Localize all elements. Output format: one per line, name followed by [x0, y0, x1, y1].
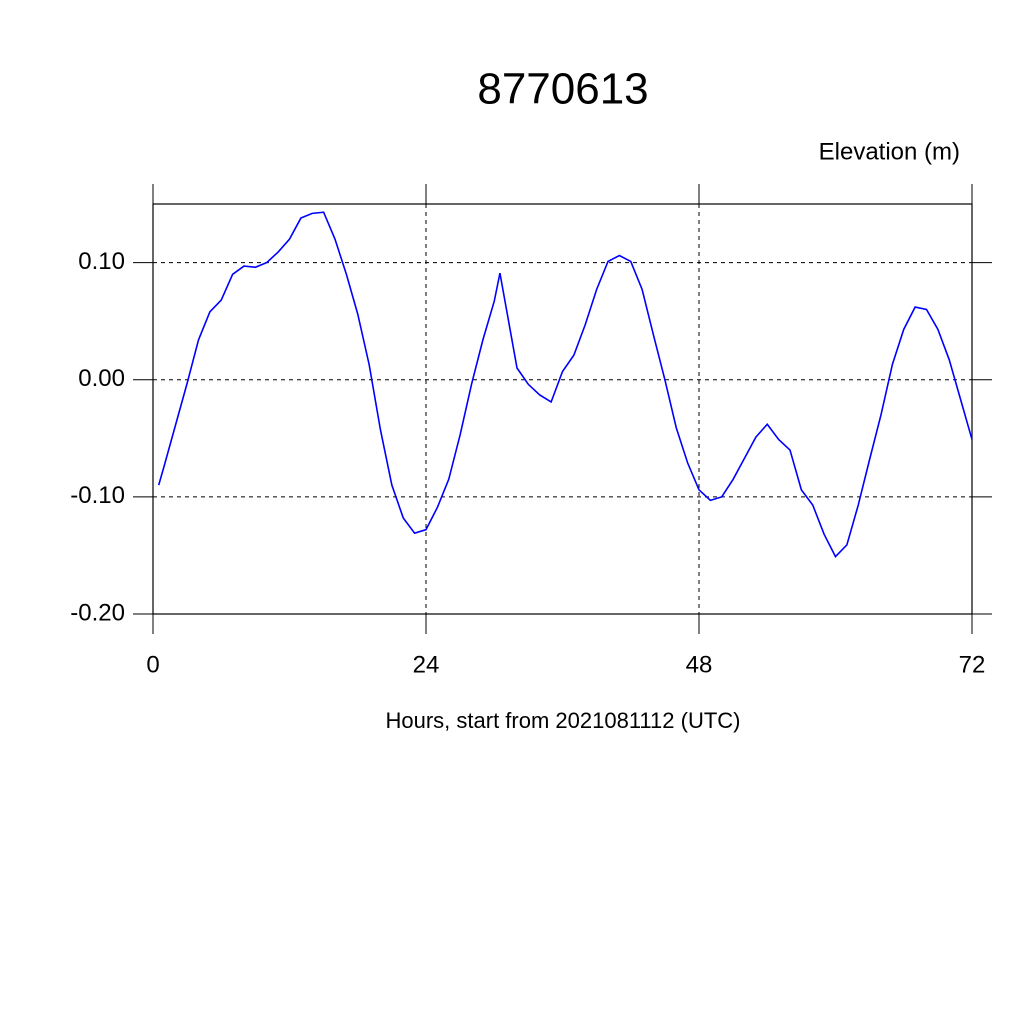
plot-frame	[152, 203, 973, 615]
x-tick-label: 24	[413, 651, 440, 678]
y-tick-label: -0.20	[70, 599, 125, 626]
y-tick-label: 0.00	[78, 365, 125, 392]
x-tick-label: 0	[146, 651, 159, 678]
x-tick-label: 48	[686, 651, 713, 678]
y-tick-label: -0.10	[70, 482, 125, 509]
x-tick-label: 72	[959, 651, 986, 678]
chart-title: 8770613	[477, 65, 648, 114]
data-line	[157, 211, 973, 558]
axis-title: Elevation (m)	[819, 138, 960, 165]
y-tick-label: 0.10	[78, 248, 125, 275]
x-axis-label: Hours, start from 2021081112 (UTC)	[386, 708, 741, 733]
